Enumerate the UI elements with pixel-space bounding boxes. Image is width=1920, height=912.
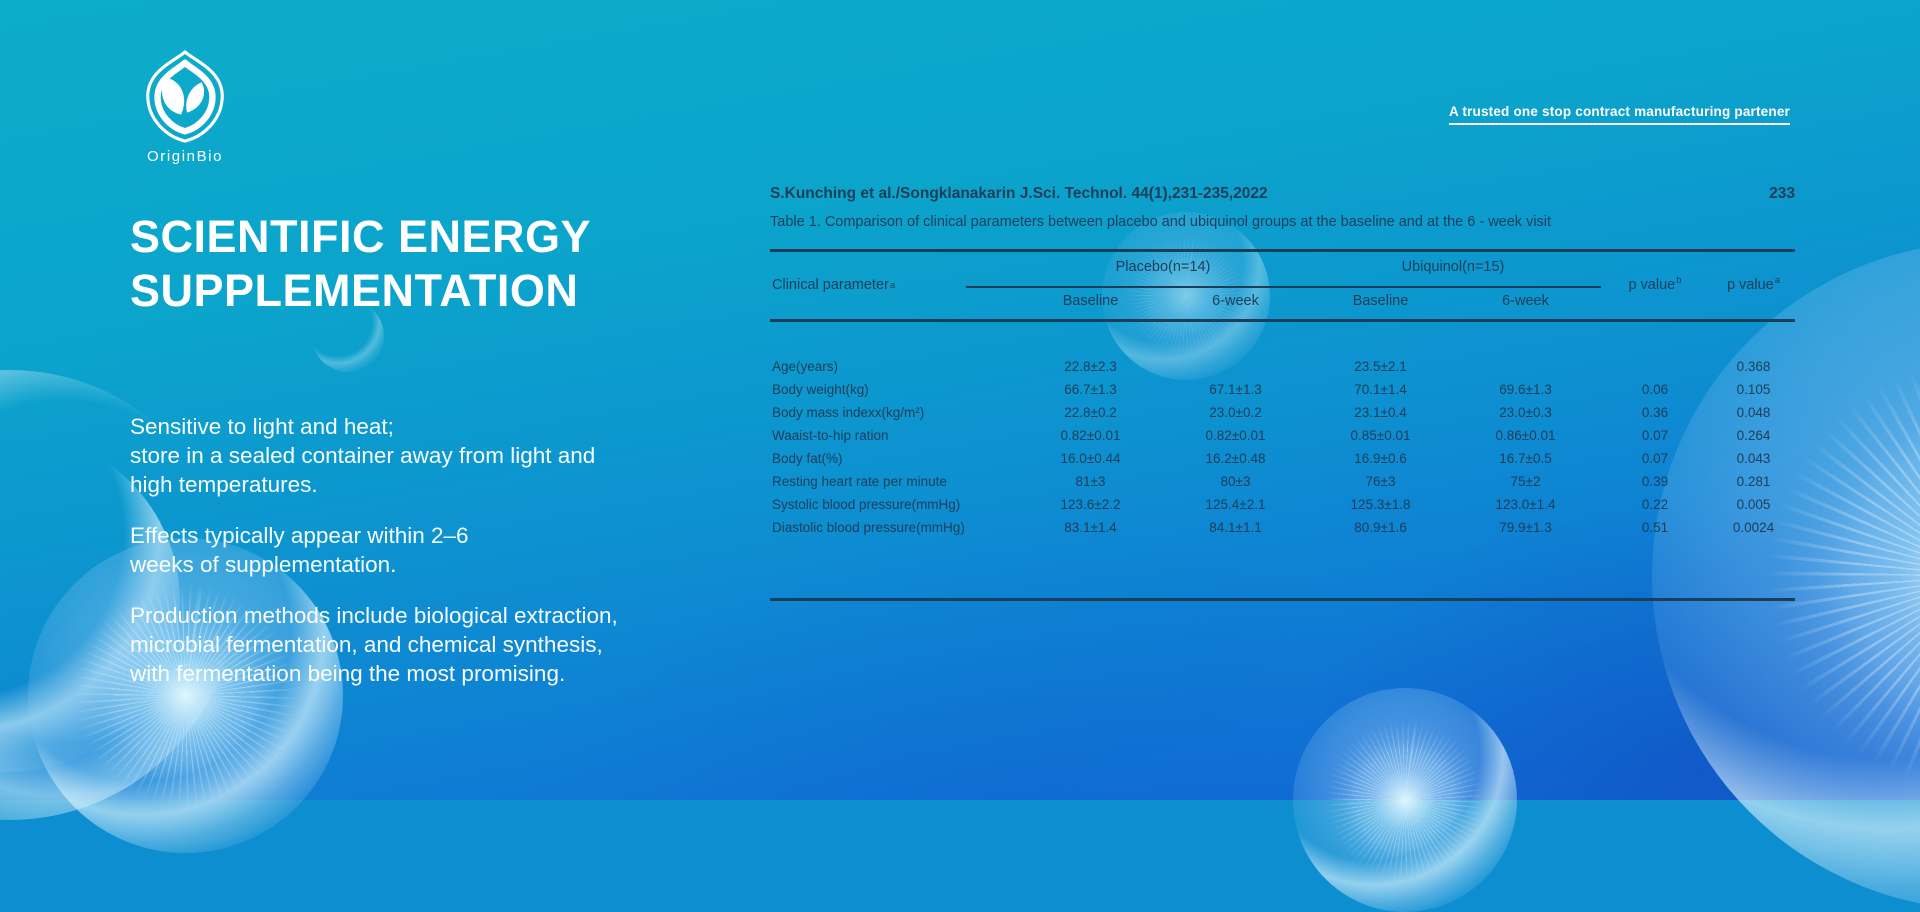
column-header-parameter: Clinical parameter a: [772, 257, 895, 313]
subheader-6week: 6-week: [1212, 293, 1259, 309]
table-row: Body fat(%) 16.0±0.44 16.2±0.48 16.9±0.6…: [770, 447, 1795, 470]
table-row: Systolic blood pressure(mmHg) 123.6±2.2 …: [770, 493, 1795, 516]
cell-value: 23.0±0.2: [1209, 405, 1262, 420]
paper-citation-row: S.Kunching et al./Songklanakarin J.Sci. …: [770, 185, 1795, 203]
group-header-ubiquinol: Ubiquinol(n=15): [1401, 259, 1505, 275]
subheader-6week: 6-week: [1502, 293, 1549, 309]
cell-value: 22.8±2.3: [1064, 359, 1117, 374]
cell-value: 23.1±0.4: [1354, 405, 1407, 420]
row-parameter: Body mass indexx(kg/m²): [772, 405, 925, 420]
lotus-leaf-logo-icon: [105, 48, 265, 146]
cell-value: 16.2±0.48: [1205, 451, 1266, 466]
column-header-sup: a: [1774, 275, 1781, 286]
cell-value: 79.9±1.3: [1499, 520, 1552, 535]
column-header-label: Clinical parameter: [772, 277, 889, 293]
cell-value: 0.07: [1641, 451, 1669, 466]
cell-value: 84.1±1.1: [1209, 520, 1262, 535]
cell-value: 70.1±1.4: [1354, 382, 1407, 397]
cell-value: 81±3: [1075, 474, 1106, 489]
cell-value: 123.6±2.2: [1060, 497, 1121, 512]
cell-value: 80±3: [1220, 474, 1251, 489]
cell-value: 0.281: [1736, 474, 1771, 489]
table-row: Age(years) 22.8±2.3 23.5±2.1 0.368: [770, 355, 1795, 378]
page-title: SCIENTIFIC ENERGY SUPPLEMENTATION: [130, 211, 592, 316]
brand-logo: OriginBio: [105, 48, 265, 165]
cell-value: 0.06: [1641, 382, 1669, 397]
row-parameter: Body weight(kg): [772, 382, 869, 397]
hero-paragraph: Effects typically appear within 2–6 week…: [130, 523, 469, 577]
table-rule-header-bottom: [770, 319, 1795, 322]
cell-value: 0.22: [1641, 497, 1669, 512]
cell-value: 125.4±2.1: [1205, 497, 1266, 512]
cell-value: 0.105: [1736, 382, 1771, 397]
cell-value: 0.005: [1736, 497, 1771, 512]
column-header-label: p value: [1726, 276, 1774, 293]
cell-value: 0.07: [1641, 428, 1669, 443]
cell-value: 22.8±0.2: [1064, 405, 1117, 420]
cell-value: 0.82±0.01: [1205, 428, 1266, 443]
subheader-baseline: Baseline: [1062, 293, 1119, 309]
table-row: Body mass indexx(kg/m²) 22.8±0.2 23.0±0.…: [770, 401, 1795, 424]
cell-value: 0.86±0.01: [1495, 428, 1556, 443]
cell-value: 83.1±1.4: [1064, 520, 1117, 535]
table-row: Body weight(kg) 66.7±1.3 67.1±1.3 70.1±1…: [770, 378, 1795, 401]
row-parameter: Systolic blood pressure(mmHg): [772, 497, 961, 512]
cell-value: 16.9±0.6: [1354, 451, 1407, 466]
cell-value: 0.51: [1641, 520, 1669, 535]
table-row: Resting heart rate per minute 81±3 80±3 …: [770, 470, 1795, 493]
cell-value: 0.264: [1736, 428, 1771, 443]
hero-copy: Sensitive to light and heat; store in a …: [130, 412, 710, 710]
cell-value: 0.36: [1641, 405, 1669, 420]
table-caption: Table 1. Comparison of clinical paramete…: [770, 214, 1552, 230]
cell-value: 16.0±0.44: [1060, 451, 1121, 466]
row-parameter: Body fat(%): [772, 451, 843, 466]
table-rule-group: [966, 286, 1601, 288]
row-parameter: Diastolic blood pressure(mmHg): [772, 520, 965, 535]
paper-page-number: 233: [1769, 185, 1795, 202]
hero-paragraph: Sensitive to light and heat; store in a …: [130, 414, 596, 497]
subheader-baseline: Baseline: [1352, 293, 1409, 309]
column-header-label: p value: [1628, 276, 1676, 293]
clinical-table: Clinical parameter a Placebo(n=14) Ubiqui…: [770, 249, 1795, 605]
table-body: Age(years) 22.8±2.3 23.5±2.1 0.368 Body …: [770, 355, 1795, 539]
cell-value: 0.0024: [1732, 520, 1775, 535]
cell-value: 0.82±0.01: [1060, 428, 1121, 443]
table-rule-top: [770, 249, 1795, 252]
table-rule-bottom: [770, 598, 1795, 601]
row-parameter: Waaist-to-hip ration: [772, 428, 889, 443]
cell-value: 80.9±1.6: [1354, 520, 1407, 535]
cell-value: 0.368: [1736, 359, 1771, 374]
group-header-placebo: Placebo(n=14): [1115, 259, 1211, 275]
cell-value: 75±2: [1510, 474, 1541, 489]
cell-value: 23.0±0.3: [1499, 405, 1552, 420]
column-header-pvalue-b: p valueb: [1598, 275, 1712, 293]
cell-value: 123.0±1.4: [1495, 497, 1556, 512]
cell-value: 69.6±1.3: [1499, 382, 1552, 397]
cell-value: 66.7±1.3: [1064, 382, 1117, 397]
cell-value: 76±3: [1365, 474, 1396, 489]
column-header-sup: b: [1676, 275, 1682, 286]
cell-value: 0.043: [1736, 451, 1771, 466]
row-parameter: Age(years): [772, 359, 839, 374]
cell-value: 0.048: [1736, 405, 1771, 420]
brand-tagline: A trusted one stop contract manufacturin…: [1448, 104, 1790, 125]
paper-citation: S.Kunching et al./Songklanakarin J.Sci. …: [770, 185, 1268, 202]
brand-name: OriginBio: [146, 148, 224, 165]
cell-value: 0.39: [1641, 474, 1669, 489]
column-header-pvalue-a: p valuea: [1712, 275, 1795, 293]
column-header-sup: a: [889, 279, 896, 291]
table-row: Diastolic blood pressure(mmHg) 83.1±1.4 …: [770, 516, 1795, 539]
cell-value: 0.85±0.01: [1350, 428, 1411, 443]
cell-value: 23.5±2.1: [1354, 359, 1407, 374]
row-parameter: Resting heart rate per minute: [772, 474, 947, 489]
table-row: Waaist-to-hip ration 0.82±0.01 0.82±0.01…: [770, 424, 1795, 447]
cell-value: 125.3±1.8: [1350, 497, 1411, 512]
hero-paragraph: Production methods include biological ex…: [130, 603, 618, 686]
cell-value: 67.1±1.3: [1209, 382, 1262, 397]
cell-value: 16.7±0.5: [1499, 451, 1552, 466]
